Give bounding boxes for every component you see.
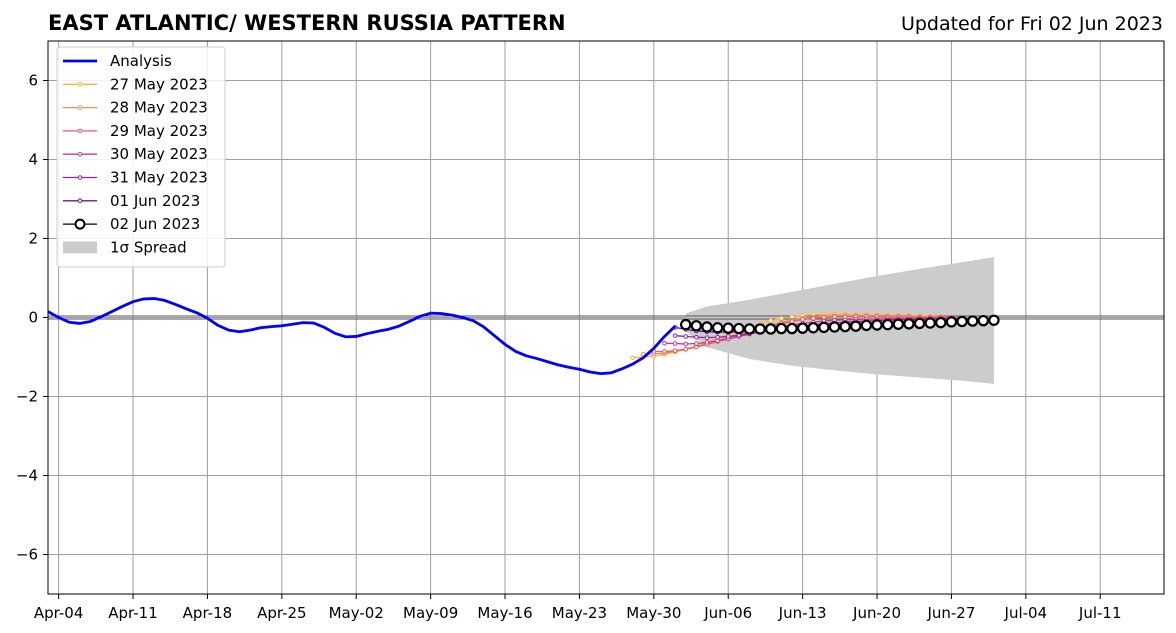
data-point (860, 319, 873, 332)
data-point (810, 315, 816, 321)
x-tick-label: May-16 (477, 604, 532, 622)
data-point (701, 321, 713, 333)
data-point (924, 317, 936, 329)
data-point (662, 340, 667, 346)
legend-label: 01 Jun 2023 (110, 192, 200, 210)
legend-box (56, 46, 226, 268)
x-tick-label: Apr-25 (257, 604, 307, 622)
data-point (704, 335, 710, 340)
data-point (768, 318, 774, 323)
legend-swatch (63, 241, 97, 254)
data-point (743, 323, 756, 335)
x-tick-label: May-02 (329, 604, 384, 622)
legend-marker (77, 82, 83, 87)
y-tick-label: 4 (28, 151, 38, 169)
chart-subtitle: Updated for Fri 02 Jun 2023 (901, 13, 1163, 35)
x-tick-label: May-09 (403, 604, 458, 622)
legend-label: Analysis (110, 52, 172, 70)
data-point (796, 322, 809, 334)
data-point (903, 318, 915, 330)
x-tick-label: Jun-20 (852, 604, 901, 622)
data-point (966, 315, 979, 327)
data-point (800, 317, 805, 322)
legend-label: 31 May 2023 (110, 169, 208, 187)
data-point (977, 314, 990, 327)
series-layer (47, 297, 1000, 375)
data-point (881, 318, 894, 331)
legend-label: 28 May 2023 (110, 99, 208, 117)
legend-label: 29 May 2023 (110, 122, 208, 140)
data-point (672, 333, 678, 338)
legend-label: 30 May 2023 (110, 145, 208, 163)
y-tick-label: 2 (28, 230, 38, 248)
x-tick-label: Jun-27 (926, 604, 975, 622)
y-tick-label: 0 (28, 309, 38, 327)
data-point (818, 321, 830, 334)
data-point (779, 315, 784, 321)
data-point (680, 318, 692, 331)
x-tick-label: Jun-13 (778, 604, 827, 622)
legend: Analysis 27 May 2023 28 May 2023 29 May 202… (56, 46, 226, 268)
y-tick-label: −4 (16, 467, 38, 485)
series-02-jun-2023 (680, 314, 1000, 335)
x-tick-label: Apr-04 (34, 604, 84, 622)
legend-marker (77, 198, 83, 204)
data-point (683, 334, 689, 339)
data-point (672, 348, 678, 353)
analysis-line (47, 297, 677, 375)
legend-label: 27 May 2023 (110, 75, 208, 93)
data-point (850, 320, 862, 332)
data-point (683, 341, 689, 347)
data-point (988, 314, 1000, 326)
x-tick-label: Jul-04 (1004, 604, 1048, 622)
data-point (839, 320, 851, 333)
data-point (871, 319, 883, 331)
data-point (807, 322, 819, 334)
data-point (733, 322, 745, 335)
data-point (935, 316, 947, 329)
data-point (683, 346, 689, 352)
y-tick-label: −2 (16, 388, 38, 406)
legend-marker (77, 128, 83, 134)
data-point (892, 318, 904, 330)
data-point (765, 323, 777, 335)
data-point (913, 317, 926, 330)
legend-marker (74, 218, 86, 230)
data-point (694, 334, 699, 340)
data-point (775, 322, 788, 335)
y-tick-label: 6 (28, 72, 38, 90)
x-tick-label: Jun-06 (703, 604, 752, 622)
x-tick-label: May-23 (552, 604, 607, 622)
legend-label: 1σ Spread (110, 238, 187, 256)
data-point (956, 315, 968, 328)
data-point (694, 341, 699, 346)
data-point (662, 349, 667, 354)
data-point (754, 323, 766, 335)
axis-ticks: Apr-04 Apr-11 Apr-18 Apr-25 May-02 May-09 May-… (16, 72, 1122, 623)
legend-label: 02 Jun 2023 (110, 215, 200, 233)
x-tick-label: Apr-11 (108, 604, 158, 622)
data-point (725, 334, 731, 339)
data-point (786, 322, 798, 335)
data-point (704, 340, 710, 345)
x-tick-label: May-30 (626, 604, 681, 622)
data-point (722, 322, 734, 334)
legend-marker (77, 151, 83, 157)
data-point (672, 341, 678, 346)
y-tick-label: −6 (16, 546, 38, 564)
data-point (828, 321, 841, 333)
legend-marker (77, 175, 83, 180)
data-point (715, 334, 720, 340)
x-tick-label: Apr-18 (183, 604, 233, 622)
x-tick-label: Jul-11 (1078, 604, 1122, 622)
chart-title: EAST ATLANTIC/ WESTERN RUSSIA PATTERN (48, 11, 566, 35)
data-point (690, 320, 703, 332)
data-point (630, 355, 635, 361)
data-point (945, 316, 958, 328)
legend-marker (77, 105, 83, 110)
data-point (711, 322, 724, 334)
